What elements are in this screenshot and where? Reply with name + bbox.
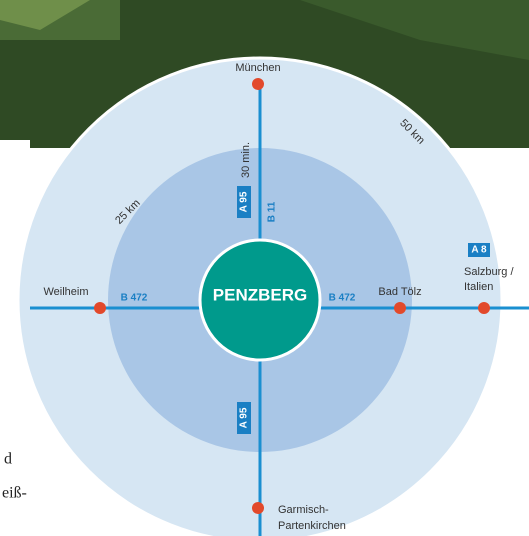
text-fragment: d: [4, 451, 12, 468]
location-diagram: PENZBERG München Weilheim Bad Tölz Salzb…: [0, 0, 529, 536]
travel-time: 30 min.: [240, 142, 252, 178]
text-fragment: eiß-: [2, 485, 27, 502]
motorway-label: A 8: [471, 245, 487, 256]
road-label: B 472: [121, 293, 148, 304]
place-dot: [252, 502, 264, 514]
place-dot: [94, 302, 106, 314]
place-dot: [394, 302, 406, 314]
place-label: Salzburg /: [464, 266, 514, 278]
place-label: Partenkirchen: [278, 520, 346, 532]
motorway-label: A 95: [239, 407, 250, 428]
place-label: Bad Tölz: [378, 286, 421, 298]
place-dot: [252, 78, 264, 90]
center-label: PENZBERG: [213, 285, 307, 304]
road-label: B 472: [329, 293, 356, 304]
place-dot: [478, 302, 490, 314]
road-label: B 11: [267, 201, 278, 222]
place-label: Garmisch-: [278, 504, 329, 516]
place-label: Weilheim: [43, 286, 88, 298]
motorway-label: A 95: [239, 191, 250, 212]
place-label: München: [235, 62, 280, 74]
place-label: Italien: [464, 281, 493, 293]
